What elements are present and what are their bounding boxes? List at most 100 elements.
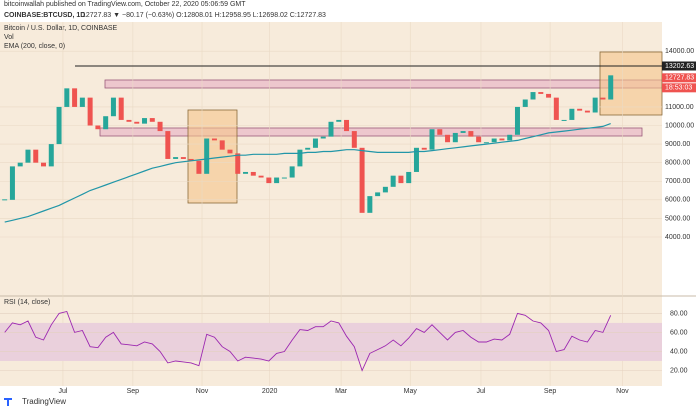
y-tick-label: 9000.00 <box>665 141 690 148</box>
candle <box>17 162 23 167</box>
candle <box>390 175 396 187</box>
candle <box>561 119 567 121</box>
candle <box>507 134 513 141</box>
ema-line <box>4 123 611 223</box>
candle <box>72 88 78 107</box>
candle <box>452 132 458 143</box>
candle <box>149 118 155 122</box>
candle <box>9 166 15 200</box>
y-tick-label: 14000.00 <box>665 48 694 55</box>
candle <box>336 119 342 122</box>
candle <box>344 119 350 132</box>
x-tick-label: Nov <box>616 388 629 395</box>
candle <box>289 166 295 178</box>
candle <box>600 97 606 100</box>
candle <box>56 106 62 145</box>
x-tick-label: 2020 <box>262 388 278 395</box>
rsi-tick-label: 80.00 <box>670 310 688 317</box>
support-zone <box>99 127 643 137</box>
candle <box>305 147 311 150</box>
candle <box>406 171 412 184</box>
candle <box>522 99 528 107</box>
candle <box>134 121 140 124</box>
candle <box>79 97 85 107</box>
candle <box>413 147 419 172</box>
candle <box>351 131 357 148</box>
candle <box>204 138 210 174</box>
legend-entry: Bitcoin / U.S. Dollar, 1D, COINBASE <box>4 25 118 32</box>
candle <box>483 142 489 144</box>
candle <box>126 119 132 122</box>
y-tick-label: 10000.00 <box>665 122 694 129</box>
candle <box>118 97 124 120</box>
resistance-zone <box>104 79 663 89</box>
price-label-bg <box>662 73 696 83</box>
candle <box>41 162 47 167</box>
candle <box>87 97 93 126</box>
candle <box>95 125 101 130</box>
candle <box>274 177 280 184</box>
candle <box>219 140 225 150</box>
candle <box>250 171 256 176</box>
symbol: COINBASE:BTCUSD, 1D <box>4 12 85 19</box>
rsi-title: RSI (14, close) <box>4 299 50 306</box>
candle <box>25 149 31 163</box>
axis-bg <box>662 22 696 386</box>
candle <box>48 144 54 167</box>
candle <box>569 108 575 120</box>
price-label-bg <box>662 61 696 71</box>
candle <box>142 118 148 124</box>
candle <box>157 121 163 132</box>
candle <box>103 116 109 130</box>
candle <box>196 160 202 174</box>
brand: TradingView <box>22 397 66 406</box>
candle <box>266 177 272 184</box>
candle <box>553 97 559 120</box>
candle <box>328 121 334 137</box>
candle <box>421 147 427 150</box>
x-tick-label: Jul <box>476 388 485 395</box>
candle <box>33 149 39 163</box>
x-tick-label: Jul <box>58 388 67 395</box>
candle <box>64 88 70 107</box>
y-tick-label: 5000.00 <box>665 215 690 222</box>
candle <box>297 149 303 167</box>
rsi-tick-label: 40.00 <box>670 348 688 355</box>
candle <box>227 149 233 154</box>
y-tick-label: 8000.00 <box>665 160 690 167</box>
x-tick-label: Sep <box>544 388 557 395</box>
candle <box>538 92 544 94</box>
candle <box>281 177 287 179</box>
candle <box>445 134 451 143</box>
candle <box>514 106 520 135</box>
candle <box>165 131 171 159</box>
candle <box>437 129 443 135</box>
candle <box>243 171 249 174</box>
y-tick-label: 11000.00 <box>665 104 694 111</box>
candle <box>429 129 435 150</box>
candle <box>320 136 326 139</box>
candle <box>367 196 373 213</box>
candle <box>468 131 474 137</box>
legend-entry: EMA (200, close, 0) <box>4 43 65 50</box>
candle <box>476 136 482 143</box>
x-tick-label: May <box>404 388 418 395</box>
rsi-tick-label: 20.00 <box>670 367 688 374</box>
candle <box>110 97 116 117</box>
candle <box>584 110 590 113</box>
quote: 12727.83 ▼ −80.17 (−0.63%) O:12808.01 H:… <box>82 12 326 19</box>
publisher: bitcoinwallah published on TradingView.c… <box>4 1 246 8</box>
candle <box>530 92 536 100</box>
y-tick-label: 7000.00 <box>665 178 690 185</box>
rsi-tick-label: 60.00 <box>670 329 688 336</box>
price-label: 13202.63 <box>665 63 694 70</box>
x-tick-label: Sep <box>127 388 140 395</box>
candle <box>546 93 552 98</box>
candle <box>359 147 365 213</box>
countdown: 18:53:03 <box>665 85 692 92</box>
candle <box>211 138 217 141</box>
candle <box>577 108 583 111</box>
candle <box>491 138 497 143</box>
